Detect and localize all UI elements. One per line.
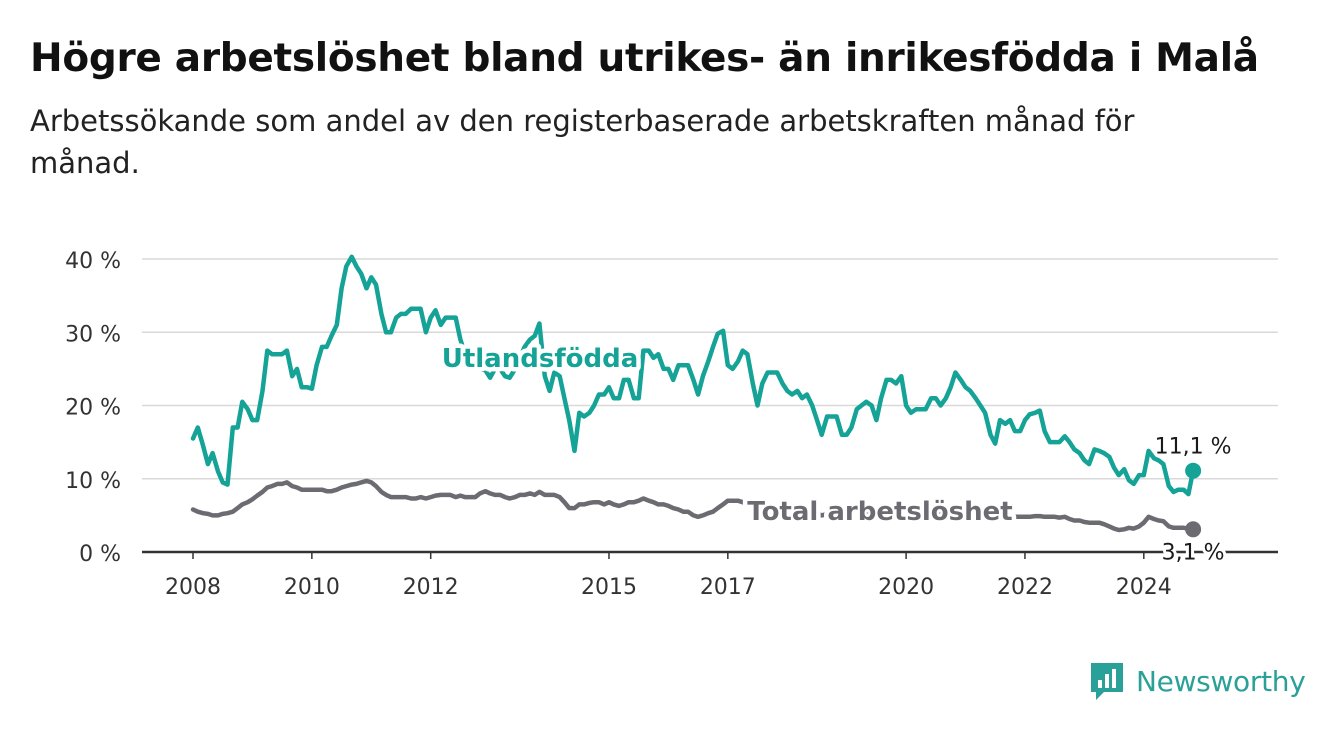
newsworthy-logo-icon [1091, 663, 1123, 700]
series-label: Total arbetslöshet [747, 497, 1012, 527]
end-value-label: 3,1 % [1162, 540, 1225, 565]
x-tick-label: 2024 [1116, 575, 1172, 600]
chart-title: Högre arbetslöshet bland utrikes- än inr… [30, 36, 1259, 81]
x-tick-label: 2008 [165, 575, 221, 600]
end-value-label-halo: 11,1 % [1155, 435, 1232, 460]
y-tick-label: 20 % [65, 396, 121, 421]
series-label-halo: Utlandsfödda [442, 344, 639, 374]
y-tick-label: 40 % [65, 249, 121, 274]
newsworthy-brand[interactable]: Newsworthy [1088, 660, 1306, 702]
end-value-label-halo: 3,1 % [1162, 540, 1225, 565]
x-tick-label: 2010 [284, 575, 340, 600]
series-end-point [1185, 462, 1202, 479]
x-tick-label: 2017 [700, 575, 756, 600]
chart-subtitle: Arbetssökande som andel av den registerb… [30, 104, 1135, 180]
series-end-point [1185, 521, 1202, 538]
brand-name: Newsworthy [1136, 664, 1306, 698]
series-line-1 [190, 478, 1196, 533]
series-label-halo: Total arbetslöshet [747, 497, 1012, 527]
x-tick-label: 2020 [878, 575, 934, 600]
series-label: Utlandsfödda [442, 344, 639, 374]
x-tick-label: 2022 [997, 575, 1053, 600]
series-line-0 [190, 254, 1196, 497]
y-tick-label: 0 % [79, 542, 121, 567]
end-value-label: 11,1 % [1155, 435, 1232, 460]
line-chart: 0 % 10 % 20 % 30 % 40 % 2008 2010 2012 2015 2017 2… [65, 249, 1278, 600]
x-tick-label: 2015 [581, 575, 637, 600]
y-tick-label: 30 % [65, 322, 121, 347]
y-tick-label: 10 % [65, 469, 121, 494]
x-tick-label: 2012 [403, 575, 459, 600]
